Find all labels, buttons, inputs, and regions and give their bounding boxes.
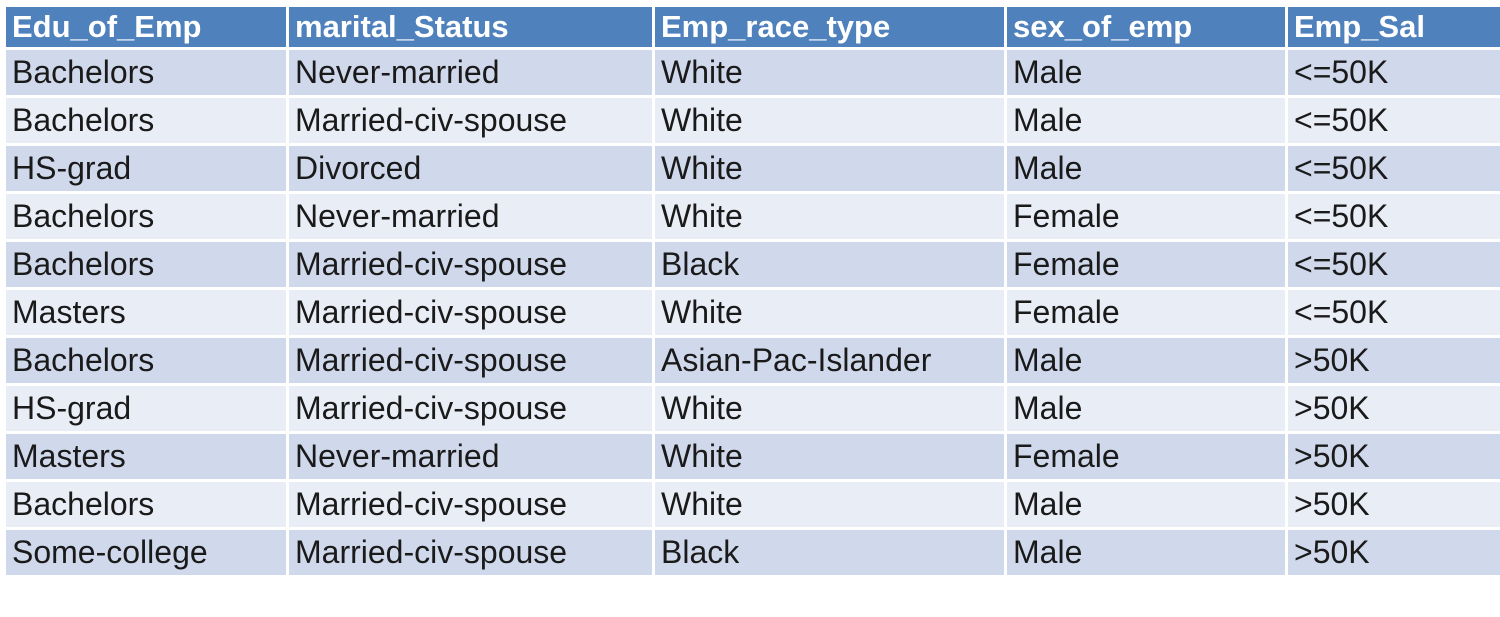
cell-emp-sal: >50K [1285, 335, 1500, 386]
cell-edu-of-emp: Bachelors [3, 335, 289, 386]
cell-emp-race-type: White [652, 47, 1007, 98]
table-row: Bachelors Married-civ-spouse White Male … [3, 95, 1500, 146]
table-row: HS-grad Divorced White Male <=50K [3, 143, 1500, 194]
cell-marital-status: Married-civ-spouse [286, 383, 655, 434]
column-header-marital-status: marital_Status [286, 4, 655, 50]
cell-edu-of-emp: Masters [3, 431, 289, 482]
column-header-sex-of-emp: sex_of_emp [1004, 4, 1288, 50]
table-row: Some-college Married-civ-spouse Black Ma… [3, 527, 1500, 578]
cell-emp-race-type: Asian-Pac-Islander [652, 335, 1007, 386]
cell-emp-sal: <=50K [1285, 95, 1500, 146]
table-row: HS-grad Married-civ-spouse White Male >5… [3, 383, 1500, 434]
cell-marital-status: Married-civ-spouse [286, 239, 655, 290]
cell-emp-sal: <=50K [1285, 239, 1500, 290]
cell-sex-of-emp: Male [1004, 479, 1288, 530]
cell-sex-of-emp: Male [1004, 527, 1288, 578]
cell-emp-race-type: White [652, 143, 1007, 194]
cell-emp-race-type: White [652, 479, 1007, 530]
cell-emp-race-type: White [652, 191, 1007, 242]
cell-sex-of-emp: Female [1004, 239, 1288, 290]
table-row: Masters Married-civ-spouse White Female … [3, 287, 1500, 338]
cell-sex-of-emp: Female [1004, 287, 1288, 338]
cell-sex-of-emp: Male [1004, 383, 1288, 434]
cell-edu-of-emp: Some-college [3, 527, 289, 578]
cell-emp-sal: >50K [1285, 431, 1500, 482]
table-row: Bachelors Married-civ-spouse Asian-Pac-I… [3, 335, 1500, 386]
cell-emp-sal: >50K [1285, 527, 1500, 578]
table-row: Bachelors Married-civ-spouse White Male … [3, 479, 1500, 530]
cell-marital-status: Married-civ-spouse [286, 95, 655, 146]
cell-emp-race-type: Black [652, 527, 1007, 578]
column-header-emp-sal: Emp_Sal [1285, 4, 1500, 50]
cell-emp-race-type: White [652, 287, 1007, 338]
cell-emp-sal: >50K [1285, 479, 1500, 530]
cell-marital-status: Married-civ-spouse [286, 287, 655, 338]
cell-emp-sal: <=50K [1285, 287, 1500, 338]
cell-emp-sal: <=50K [1285, 47, 1500, 98]
cell-edu-of-emp: HS-grad [3, 383, 289, 434]
cell-marital-status: Married-civ-spouse [286, 527, 655, 578]
table-header: Edu_of_Emp marital_Status Emp_race_type … [3, 4, 1500, 50]
cell-marital-status: Never-married [286, 191, 655, 242]
cell-sex-of-emp: Male [1004, 47, 1288, 98]
cell-edu-of-emp: Bachelors [3, 191, 289, 242]
cell-edu-of-emp: Bachelors [3, 47, 289, 98]
cell-edu-of-emp: Bachelors [3, 239, 289, 290]
table-row: Bachelors Married-civ-spouse Black Femal… [3, 239, 1500, 290]
column-header-emp-race-type: Emp_race_type [652, 4, 1007, 50]
cell-emp-sal: >50K [1285, 383, 1500, 434]
table-row: Masters Never-married White Female >50K [3, 431, 1500, 482]
cell-marital-status: Never-married [286, 47, 655, 98]
cell-edu-of-emp: HS-grad [3, 143, 289, 194]
table-body: Bachelors Never-married White Male <=50K… [3, 47, 1500, 578]
column-header-edu-of-emp: Edu_of_Emp [3, 4, 289, 50]
cell-sex-of-emp: Female [1004, 191, 1288, 242]
cell-sex-of-emp: Male [1004, 335, 1288, 386]
data-table: Edu_of_Emp marital_Status Emp_race_type … [3, 4, 1500, 578]
cell-edu-of-emp: Masters [3, 287, 289, 338]
cell-marital-status: Never-married [286, 431, 655, 482]
cell-emp-race-type: White [652, 95, 1007, 146]
cell-edu-of-emp: Bachelors [3, 479, 289, 530]
header-row: Edu_of_Emp marital_Status Emp_race_type … [3, 4, 1500, 50]
table-row: Bachelors Never-married White Male <=50K [3, 47, 1500, 98]
cell-emp-race-type: White [652, 431, 1007, 482]
cell-sex-of-emp: Female [1004, 431, 1288, 482]
cell-edu-of-emp: Bachelors [3, 95, 289, 146]
cell-sex-of-emp: Male [1004, 143, 1288, 194]
cell-emp-sal: <=50K [1285, 143, 1500, 194]
cell-emp-race-type: White [652, 383, 1007, 434]
cell-sex-of-emp: Male [1004, 95, 1288, 146]
cell-marital-status: Divorced [286, 143, 655, 194]
table-row: Bachelors Never-married White Female <=5… [3, 191, 1500, 242]
cell-emp-sal: <=50K [1285, 191, 1500, 242]
cell-marital-status: Married-civ-spouse [286, 335, 655, 386]
cell-emp-race-type: Black [652, 239, 1007, 290]
cell-marital-status: Married-civ-spouse [286, 479, 655, 530]
